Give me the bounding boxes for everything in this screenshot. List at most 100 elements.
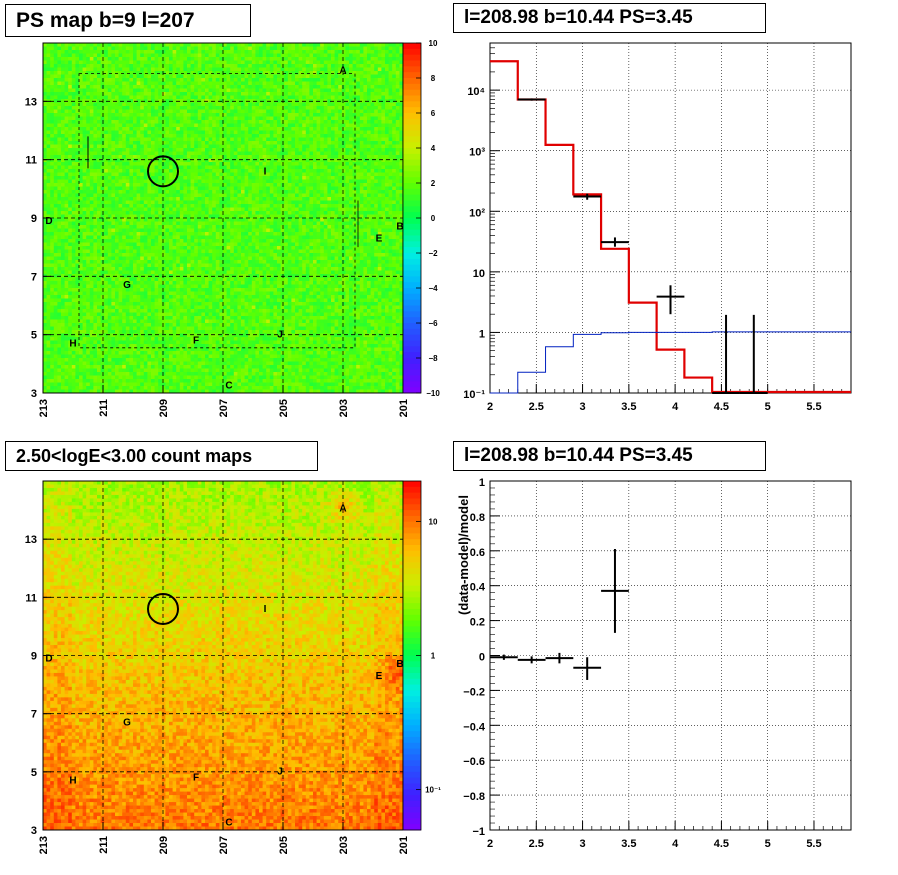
ps-map-xtick-label: 205 <box>278 399 290 417</box>
residual-axes: 2 2.5 3 3.5 4 4.5 5 5.5 1 0.8 0.6 0.4 0.2 0 −0.2 −0.4 −0… <box>456 477 852 850</box>
spectrum-ytick-label: 10³ <box>469 147 485 159</box>
ps-map-xtick-label: 207 <box>218 399 230 417</box>
count-map-xtick-label: 213 <box>38 836 50 854</box>
ps-map-source-label: G <box>123 280 131 291</box>
ps-map-colorbar-label: −10 <box>426 389 440 398</box>
ps-map-ytick-label: 13 <box>25 96 37 108</box>
ps-map-ytick-label: 11 <box>25 155 37 167</box>
ps-map-xtick-label: 203 <box>338 399 350 417</box>
ps-map-xtick-label: 213 <box>38 399 50 417</box>
count-map-source-label: E <box>376 671 383 682</box>
ps-map-colorbar-label: 4 <box>431 144 436 153</box>
spectrum-xtick-label: 4 <box>672 401 679 413</box>
residual-ytick-label: −0.2 <box>463 686 485 698</box>
residual-ytick-label: 1 <box>479 477 485 489</box>
ps-map-xtick-label: 209 <box>158 399 170 417</box>
residual-ytick-label: −1 <box>472 826 485 838</box>
residual-ytick-label: −0.8 <box>463 791 485 803</box>
ps-map-colorbar-label: 8 <box>431 74 436 83</box>
ps-map-colorbar-label: −2 <box>428 249 438 258</box>
ps-map-ytick-label: 9 <box>31 213 37 225</box>
ps-map-circle <box>147 155 179 188</box>
spectrum-xtick-label: 5 <box>765 401 771 413</box>
count-map-xtick-label: 205 <box>278 836 290 854</box>
count-map-xtick-label: 207 <box>218 836 230 854</box>
residual-xtick-label: 4 <box>672 838 679 850</box>
ps-map-source-label: B <box>396 222 403 233</box>
count-map-panel: 213 211 209 207 205 203 201 3 5 7 9 11 13 A B C D E F G H I J <box>25 480 410 854</box>
ps-map-cells <box>43 43 404 394</box>
count-map-colorbar-label: 10 <box>429 517 438 526</box>
residual-ytick-label: 0.2 <box>470 617 485 629</box>
spectrum-ytick-label: 10 <box>473 268 485 280</box>
count-map-ytick-label: 13 <box>25 534 37 546</box>
residual-xtick-label: 2.5 <box>529 838 544 850</box>
ps-map-panel: 213 211 209 207 205 203 201 3 5 7 9 11 13 A B C D E F G H I J <box>25 42 410 417</box>
ps-map-colorbar-label: 10 <box>429 39 438 48</box>
ps-map-ytick-label: 3 <box>31 388 37 400</box>
spectrum-xtick-label: 3.5 <box>621 401 636 413</box>
spectrum-axes: 2 2.5 3 3.5 4 4.5 5 5.5 10⁻¹ 1 10 10² 10³ 10⁴ <box>463 42 852 413</box>
count-map-source-label: C <box>225 818 232 829</box>
residual-xtick-label: 3 <box>580 838 586 850</box>
ps-map-source-label: I <box>264 166 267 177</box>
count-map-source-label: I <box>264 604 267 615</box>
spectrum-ytick-label: 1 <box>479 328 485 340</box>
count-map-colorbar: 10 1 10⁻¹ <box>402 480 441 831</box>
ps-map-source-label: C <box>225 381 232 392</box>
spectrum-ytick-label: 10² <box>469 207 485 219</box>
residual-xtick-label: 4.5 <box>714 838 729 850</box>
ps-map-colorbar-label: 6 <box>431 109 436 118</box>
spectrum-ytick-label: 10⁴ <box>467 86 485 98</box>
count-map-source-label: G <box>123 717 131 728</box>
count-map-source-label: A <box>339 504 346 515</box>
ps-map-colorbar-label: −6 <box>428 319 438 328</box>
residual-ytick-label: 0.6 <box>470 547 485 559</box>
count-map-cells <box>43 481 404 831</box>
ps-map-ytick-label: 5 <box>31 330 37 342</box>
ps-map-source-label: F <box>193 335 199 346</box>
count-map-ytick-label: 3 <box>31 825 37 837</box>
count-map-xtick-label: 203 <box>338 836 350 854</box>
residual-ytick-label: 0.8 <box>470 512 485 524</box>
residual-ytick-label: 0 <box>479 652 485 664</box>
ps-map-source-label: E <box>376 233 383 244</box>
count-map-xtick-label: 211 <box>98 836 110 854</box>
ps-map-colorbar-label: 2 <box>431 179 436 188</box>
residual-title: l=208.98 b=10.44 PS=3.45 <box>453 441 766 471</box>
background-histogram-line <box>490 331 851 394</box>
count-map-xtick-label: 201 <box>398 836 410 854</box>
ps-map-title: PS map b=9 l=207 <box>5 4 251 37</box>
ps-map-source-label: D <box>45 216 52 227</box>
residual-xtick-label: 5.5 <box>806 838 821 850</box>
residual-xtick-label: 2 <box>487 838 493 850</box>
count-map-source-label: D <box>45 653 52 664</box>
ps-map-source-label: A <box>339 66 346 77</box>
count-map-ytick-label: 5 <box>31 767 37 779</box>
spectrum-xtick-label: 2 <box>487 401 493 413</box>
count-map-circle <box>147 592 179 625</box>
residual-xtick-label: 3.5 <box>621 838 636 850</box>
residual-xtick-label: 5 <box>765 838 771 850</box>
count-map-source-label: B <box>396 659 403 670</box>
count-map-source-label: F <box>193 773 199 784</box>
spectrum-title: l=208.98 b=10.44 PS=3.45 <box>453 3 766 33</box>
spectrum-xtick-label: 5.5 <box>806 401 821 413</box>
spectrum-xtick-label: 3 <box>580 401 586 413</box>
ps-map-xtick-label: 211 <box>98 399 110 417</box>
ps-map-roi-box <box>78 73 356 349</box>
count-map-colorbar-label: 1 <box>431 652 436 661</box>
residual-ytick-label: −0.4 <box>463 721 486 733</box>
ps-map-colorbar-label: −8 <box>428 354 438 363</box>
ps-map-source-label: J <box>277 330 283 341</box>
ps-map-colorbar-label: 0 <box>431 214 436 223</box>
count-map-title: 2.50<logE<3.00 count maps <box>5 441 318 471</box>
count-map-ytick-label: 11 <box>25 592 37 604</box>
spectrum-xtick-label: 4.5 <box>714 401 729 413</box>
count-map-source-label: J <box>277 767 283 778</box>
residual-ylabel: (data-model)/model <box>456 495 471 615</box>
ps-map-source-label: H <box>69 338 76 349</box>
count-map-xtick-label: 209 <box>158 836 170 854</box>
spectrum-ytick-label: 10⁻¹ <box>463 389 485 401</box>
